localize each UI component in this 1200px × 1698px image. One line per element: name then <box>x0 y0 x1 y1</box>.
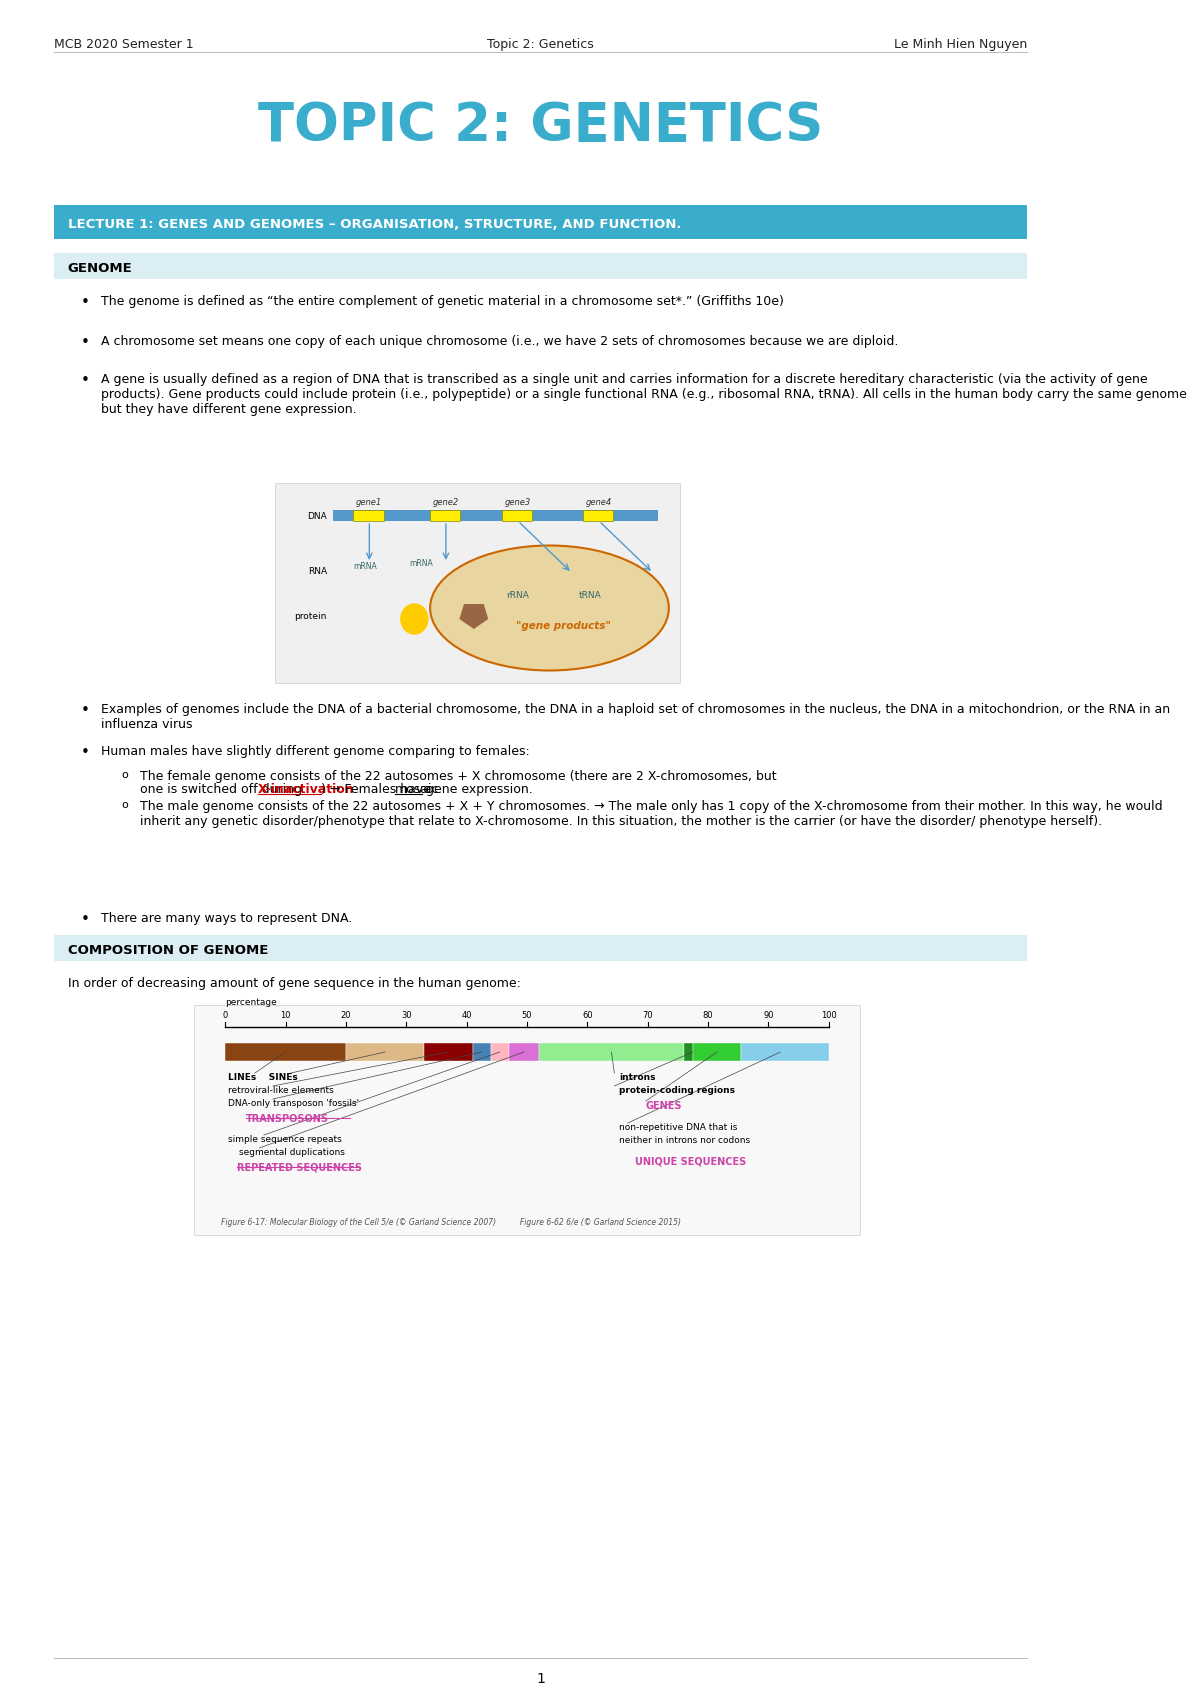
Text: LINEs    SINEs: LINEs SINEs <box>228 1073 298 1082</box>
Text: gene2: gene2 <box>433 498 460 508</box>
Text: 10: 10 <box>281 1010 290 1020</box>
FancyBboxPatch shape <box>473 1043 491 1061</box>
FancyBboxPatch shape <box>742 1043 829 1061</box>
Text: The male genome consists of the 22 autosomes + X + Y chromosomes. → The male onl: The male genome consists of the 22 autos… <box>139 800 1163 829</box>
FancyBboxPatch shape <box>684 1043 692 1061</box>
Text: A gene is usually defined as a region of DNA that is transcribed as a single uni: A gene is usually defined as a region of… <box>101 374 1187 416</box>
Text: TRANSPOSONS: TRANSPOSONS <box>246 1114 329 1124</box>
FancyBboxPatch shape <box>539 1043 684 1061</box>
FancyBboxPatch shape <box>334 509 658 521</box>
Text: 60: 60 <box>582 1010 593 1020</box>
Text: protein: protein <box>295 611 326 620</box>
Text: COMPOSITION OF GENOME: COMPOSITION OF GENOME <box>67 944 268 956</box>
Text: segmental duplications: segmental duplications <box>239 1148 344 1156</box>
Text: TOPIC 2: GENETICS: TOPIC 2: GENETICS <box>258 100 823 153</box>
FancyBboxPatch shape <box>425 1043 473 1061</box>
Text: Human males have slightly different genome comparing to females:: Human males have slightly different geno… <box>101 745 529 757</box>
Text: Topic 2: Genetics: Topic 2: Genetics <box>487 37 594 51</box>
Text: "gene products": "gene products" <box>516 621 611 632</box>
Text: RNA: RNA <box>308 567 326 576</box>
Text: 1: 1 <box>536 1673 545 1686</box>
Text: mRNA: mRNA <box>409 559 432 569</box>
Text: 30: 30 <box>401 1010 412 1020</box>
Text: 0: 0 <box>222 1010 228 1020</box>
Text: •: • <box>82 912 90 927</box>
FancyBboxPatch shape <box>491 1043 509 1061</box>
Text: LECTURE 1: GENES AND GENOMES – ORGANISATION, STRUCTURE, AND FUNCTION.: LECTURE 1: GENES AND GENOMES – ORGANISAT… <box>67 217 682 231</box>
Text: 20: 20 <box>341 1010 352 1020</box>
Text: one is switched off during: one is switched off during <box>139 783 306 796</box>
Text: percentage: percentage <box>226 998 277 1007</box>
Text: protein-coding regions: protein-coding regions <box>619 1087 734 1095</box>
Text: mRNA: mRNA <box>353 562 377 571</box>
Text: 100: 100 <box>821 1010 836 1020</box>
Text: There are many ways to represent DNA.: There are many ways to represent DNA. <box>101 912 352 925</box>
Text: Figure 6-17: Molecular Biology of the Cell 5/e (© Garland Science 2007)         : Figure 6-17: Molecular Biology of the Ce… <box>221 1217 680 1228</box>
Text: ) → Females have: ) → Females have <box>320 783 434 796</box>
Text: 70: 70 <box>642 1010 653 1020</box>
FancyBboxPatch shape <box>193 1005 860 1234</box>
Text: rRNA: rRNA <box>506 591 529 599</box>
Text: DNA-only transposon 'fossils': DNA-only transposon 'fossils' <box>228 1099 359 1109</box>
Text: non-repetitive DNA that is: non-repetitive DNA that is <box>619 1122 737 1133</box>
Text: •: • <box>82 703 90 718</box>
Text: introns: introns <box>619 1073 655 1082</box>
FancyBboxPatch shape <box>502 509 533 521</box>
Text: o: o <box>121 800 127 810</box>
Text: o: o <box>121 769 127 779</box>
Text: The genome is defined as “the entire complement of genetic material in a chromos: The genome is defined as “the entire com… <box>101 295 784 307</box>
Text: Le Minh Hien Nguyen: Le Minh Hien Nguyen <box>894 37 1027 51</box>
Text: gene expression.: gene expression. <box>422 783 533 796</box>
Text: retroviral-like elements: retroviral-like elements <box>228 1087 334 1095</box>
FancyBboxPatch shape <box>583 509 613 521</box>
Text: REPEATED SEQUENCES: REPEATED SEQUENCES <box>236 1163 362 1173</box>
Text: gene1: gene1 <box>356 498 383 508</box>
FancyBboxPatch shape <box>54 936 1027 961</box>
Text: 40: 40 <box>461 1010 472 1020</box>
Text: DNA: DNA <box>307 511 326 521</box>
Text: UNIQUE SEQUENCES: UNIQUE SEQUENCES <box>635 1156 746 1167</box>
Text: MCB 2020 Semester 1: MCB 2020 Semester 1 <box>54 37 193 51</box>
Text: tRNA: tRNA <box>578 591 601 599</box>
Text: •: • <box>82 745 90 761</box>
FancyBboxPatch shape <box>430 509 461 521</box>
Text: The female genome consists of the 22 autosomes + X chromosome (there are 2 X-chr: The female genome consists of the 22 aut… <box>139 769 776 783</box>
Text: 90: 90 <box>763 1010 774 1020</box>
Text: X-inactivation: X-inactivation <box>258 783 354 796</box>
Text: 50: 50 <box>522 1010 533 1020</box>
Ellipse shape <box>430 545 668 671</box>
FancyBboxPatch shape <box>692 1043 742 1061</box>
Polygon shape <box>460 604 488 628</box>
Text: mosaic: mosaic <box>395 783 439 796</box>
Text: GENES: GENES <box>646 1100 683 1110</box>
Text: gene4: gene4 <box>586 498 612 508</box>
FancyBboxPatch shape <box>54 205 1027 239</box>
Text: A chromosome set means one copy of each unique chromosome (i.e., we have 2 sets : A chromosome set means one copy of each … <box>101 335 899 348</box>
Text: GENOME: GENOME <box>67 261 132 275</box>
FancyBboxPatch shape <box>353 509 384 521</box>
FancyBboxPatch shape <box>346 1043 425 1061</box>
Text: gene3: gene3 <box>505 498 532 508</box>
Text: •: • <box>82 374 90 389</box>
Text: •: • <box>82 295 90 311</box>
FancyBboxPatch shape <box>54 253 1027 278</box>
Text: Examples of genomes include the DNA of a bacterial chromosome, the DNA in a hapl: Examples of genomes include the DNA of a… <box>101 703 1170 732</box>
Text: In order of decreasing amount of gene sequence in the human genome:: In order of decreasing amount of gene se… <box>67 976 521 990</box>
FancyBboxPatch shape <box>275 482 680 683</box>
FancyBboxPatch shape <box>226 1043 346 1061</box>
Text: 80: 80 <box>703 1010 713 1020</box>
Text: •: • <box>82 335 90 350</box>
FancyBboxPatch shape <box>509 1043 539 1061</box>
Text: simple sequence repeats: simple sequence repeats <box>228 1134 342 1144</box>
Text: neither in introns nor codons: neither in introns nor codons <box>619 1136 750 1144</box>
Circle shape <box>401 604 428 633</box>
